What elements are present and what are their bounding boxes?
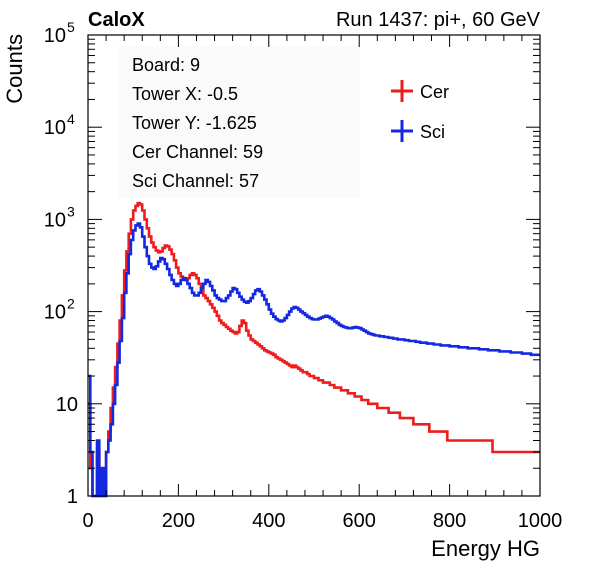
info-box: Board: 9 Tower X: -0.5 Tower Y: -1.625 C…	[118, 46, 360, 198]
plot-frame	[87, 34, 541, 497]
info-cer-channel: Cer Channel: 59	[132, 142, 263, 162]
y-tick-label: 10	[44, 209, 66, 231]
chart-left-label: CaloX	[88, 9, 145, 31]
x-tick-label: 600	[343, 510, 376, 532]
legend-entry-sci: Sci	[391, 120, 445, 142]
legend: Cer Sci	[391, 80, 449, 142]
y-tick-label: 1	[67, 486, 78, 508]
y-tick-exponent: 2	[67, 296, 75, 312]
legend-sci-label: Sci	[420, 122, 445, 142]
y-tick-label: 10	[56, 394, 78, 416]
x-tick-label: 800	[433, 510, 466, 532]
info-board: Board: 9	[132, 55, 200, 75]
legend-entry-cer: Cer	[391, 80, 449, 102]
info-tower-y: Tower Y: -1.625	[132, 113, 257, 133]
x-tick-label: 0	[82, 510, 93, 532]
legend-cer-label: Cer	[420, 82, 449, 102]
info-tower-x: Tower X: -0.5	[132, 84, 238, 104]
y-tick-exponent: 4	[67, 111, 75, 127]
series-cer-line	[88, 201, 540, 498]
y-tick-exponent: 3	[67, 203, 75, 219]
run-label: Run 1437: pi+, 60 GeV	[336, 9, 541, 31]
x-axis-title: Energy HG	[431, 536, 540, 561]
info-box-background	[118, 46, 360, 198]
y-tick-label: 10	[44, 117, 66, 139]
y-tick-label: 10	[44, 302, 66, 324]
info-sci-channel: Sci Channel: 57	[132, 171, 259, 191]
y-tick-exponent: 5	[67, 19, 75, 35]
x-tick-label: 200	[162, 510, 195, 532]
y-axis-title: Counts	[2, 34, 27, 104]
series-sci-line	[88, 222, 540, 498]
x-tick-label: 400	[252, 510, 285, 532]
x-tick-label: 1000	[518, 510, 563, 532]
series-layer	[88, 201, 540, 498]
y-tick-label: 10	[44, 25, 66, 47]
